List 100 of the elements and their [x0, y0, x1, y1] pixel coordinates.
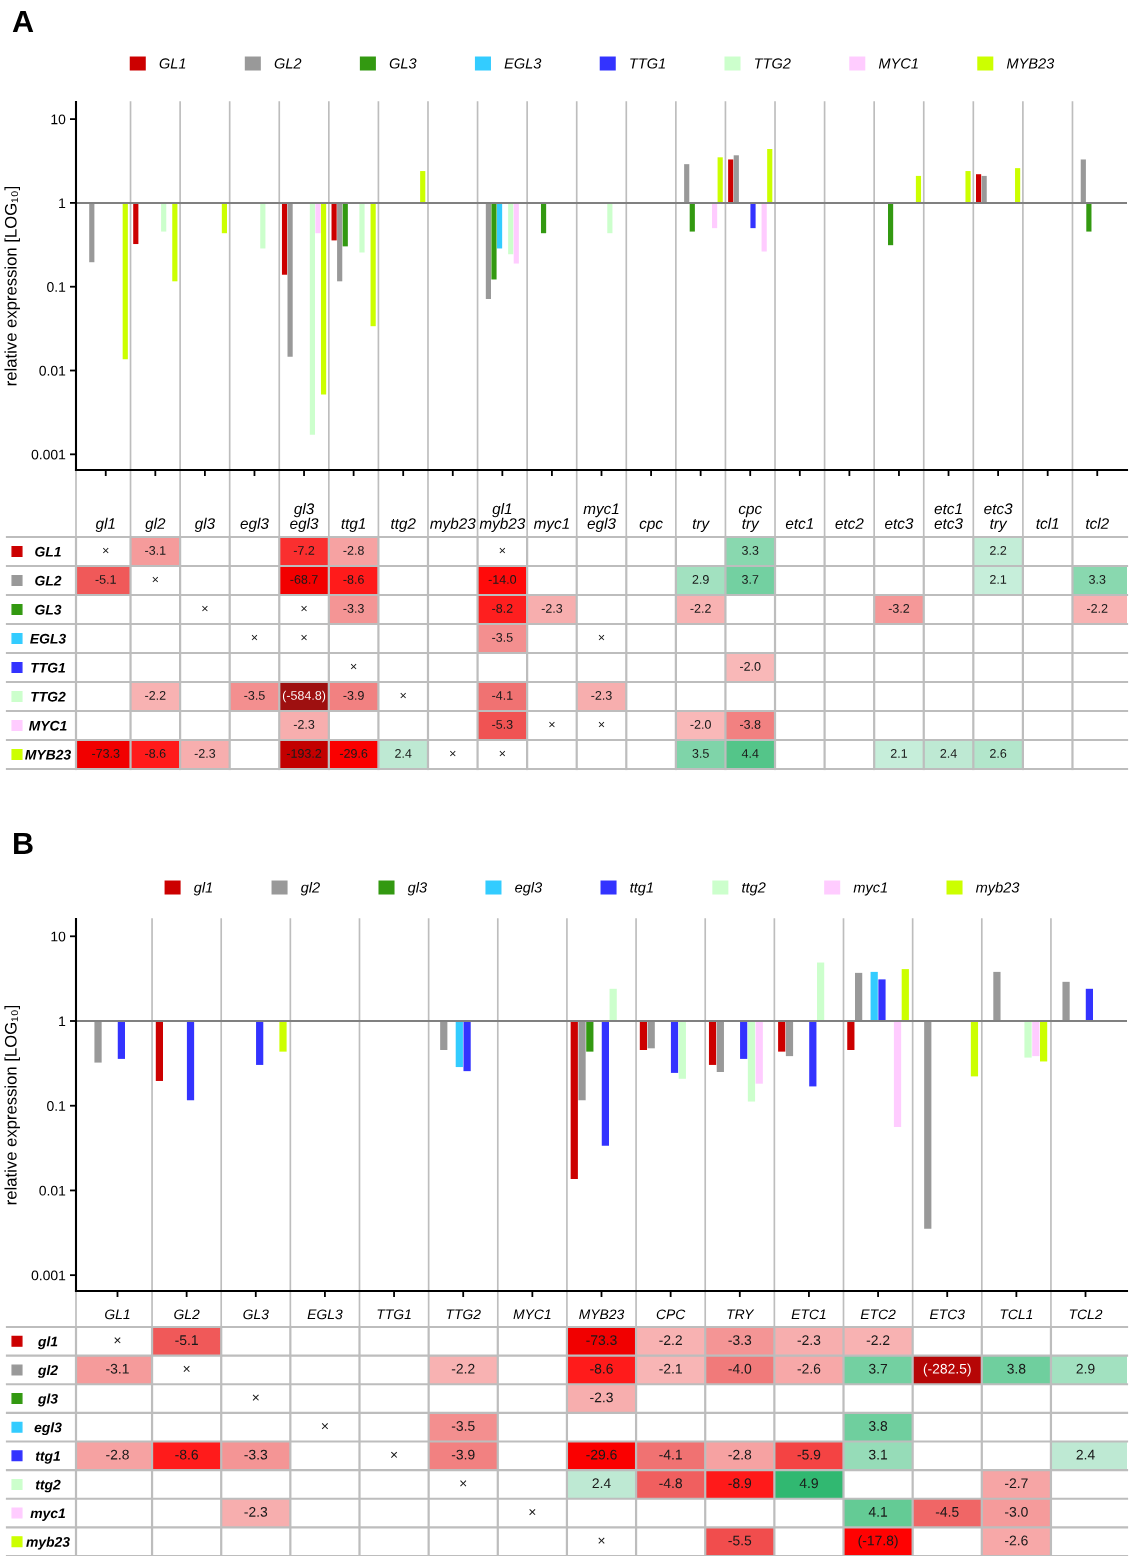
- x-tick-label: gl1: [95, 517, 115, 532]
- y-tick-label: 10: [51, 931, 66, 942]
- legend-label: myc1: [853, 882, 887, 896]
- data-label: 2.4: [395, 749, 412, 758]
- bar: [712, 202, 718, 229]
- data-label: -2.6: [1005, 1535, 1028, 1546]
- bar: [420, 171, 426, 203]
- bar: [221, 202, 228, 234]
- data-label: 4.4: [741, 749, 759, 758]
- bar: [94, 1021, 102, 1063]
- y-tick-label: GL2: [35, 575, 62, 586]
- y-tick-label: 1: [59, 198, 66, 208]
- bar: [717, 157, 723, 203]
- x-tick-label: ttg1: [341, 518, 366, 532]
- bar: [1086, 202, 1092, 232]
- y-axis-title: relative expression [LOG₁₀]: [4, 1005, 20, 1205]
- x-tick-label: TTG2: [446, 1309, 481, 1320]
- x-tick-label: etc1: [785, 518, 813, 529]
- bar: [1015, 168, 1021, 203]
- data-label: 4.9: [799, 1478, 818, 1489]
- data-label: -2.3: [244, 1506, 268, 1517]
- x-tick-label: TTG1: [377, 1309, 411, 1320]
- bar: [607, 202, 613, 234]
- bar: [342, 202, 348, 247]
- bar: [508, 202, 514, 255]
- bar: [260, 202, 266, 249]
- bar: [887, 202, 894, 246]
- data-label: -4.8: [659, 1478, 683, 1489]
- data-label: -2.1: [659, 1363, 682, 1374]
- data-label: -4.5: [935, 1507, 959, 1517]
- text: ×: [183, 1365, 190, 1372]
- data-label: -2.3: [797, 1335, 821, 1346]
- text: ×: [598, 634, 605, 641]
- bar: [761, 202, 767, 252]
- y-tick-label: GL1: [35, 546, 61, 557]
- x-tick-label: GL3: [243, 1309, 269, 1320]
- data-label: -8.9: [728, 1478, 752, 1489]
- text: ×: [529, 1508, 536, 1516]
- bar: [750, 202, 756, 229]
- text: ×: [460, 1480, 467, 1487]
- x-tick-label: TCL1: [1000, 1309, 1033, 1320]
- bar: [122, 202, 128, 360]
- text: ×: [301, 605, 307, 612]
- legend-label: GL3: [389, 58, 417, 69]
- bar: [440, 1021, 448, 1050]
- legend-label: gl2: [300, 881, 320, 896]
- x-tick-label: CPC: [656, 1309, 686, 1320]
- y-tick-label: TTG1: [31, 662, 65, 673]
- bar: [117, 1021, 125, 1059]
- data-label: 2.9: [1076, 1363, 1095, 1374]
- bar: [337, 202, 343, 282]
- data-label: -3.1: [145, 546, 166, 555]
- data-label: (-584.8): [282, 690, 326, 703]
- y-tick-label: EGL3: [30, 633, 66, 644]
- bar: [970, 1021, 979, 1077]
- data-label: 3.7: [868, 1363, 888, 1374]
- data-label: -5.5: [728, 1535, 752, 1546]
- x-tick-label: myc1 egl3: [583, 503, 619, 532]
- data-label: -3.3: [244, 1449, 268, 1460]
- data-label: -2.8: [728, 1449, 752, 1460]
- data-label: -8.6: [145, 749, 166, 758]
- bar: [981, 175, 987, 203]
- bar: [331, 202, 337, 241]
- bar: [89, 202, 95, 263]
- bar: [708, 1021, 717, 1065]
- data-label: -29.6: [586, 1449, 617, 1460]
- bar: [155, 1021, 164, 1081]
- x-tick-label: GL2: [174, 1309, 200, 1320]
- x-tick-label: try: [692, 518, 710, 532]
- legend-label: GL2: [274, 58, 302, 69]
- data-label: -8.2: [492, 604, 513, 613]
- y-tick-label: MYB23: [25, 749, 71, 760]
- y-tick-label: 10: [51, 114, 66, 125]
- data-label: -2.2: [690, 604, 711, 613]
- legend-label: GL1: [159, 58, 186, 69]
- y-axis-title: relative expression [LOG₁₀]: [4, 186, 20, 386]
- data-label: -3.9: [451, 1449, 475, 1460]
- text: ×: [251, 634, 258, 641]
- chart-title: B: [14, 832, 33, 854]
- bar: [1062, 981, 1070, 1022]
- bar: [965, 171, 971, 203]
- bar: [670, 1021, 679, 1073]
- y-tick-label: 0.01: [39, 1185, 66, 1196]
- bar: [455, 1021, 463, 1068]
- bar: [678, 1021, 686, 1079]
- x-tick-label: etc3: [885, 518, 914, 529]
- x-tick-label: gl1 myb23: [479, 502, 526, 532]
- text: ×: [102, 547, 109, 554]
- bar: [586, 1021, 594, 1052]
- y-tick-label: 0.01: [39, 365, 66, 376]
- data-label: -3.3: [728, 1335, 752, 1346]
- bar: [161, 202, 167, 232]
- x-tick-label: TCL2: [1069, 1309, 1103, 1320]
- bar: [370, 202, 376, 327]
- bar: [733, 155, 739, 203]
- x-tick-label: cpc try: [738, 505, 762, 532]
- text: ×: [350, 663, 357, 670]
- legend-label: ttg1: [630, 882, 653, 896]
- data-label: 2.1: [990, 575, 1007, 584]
- text: ×: [549, 721, 555, 728]
